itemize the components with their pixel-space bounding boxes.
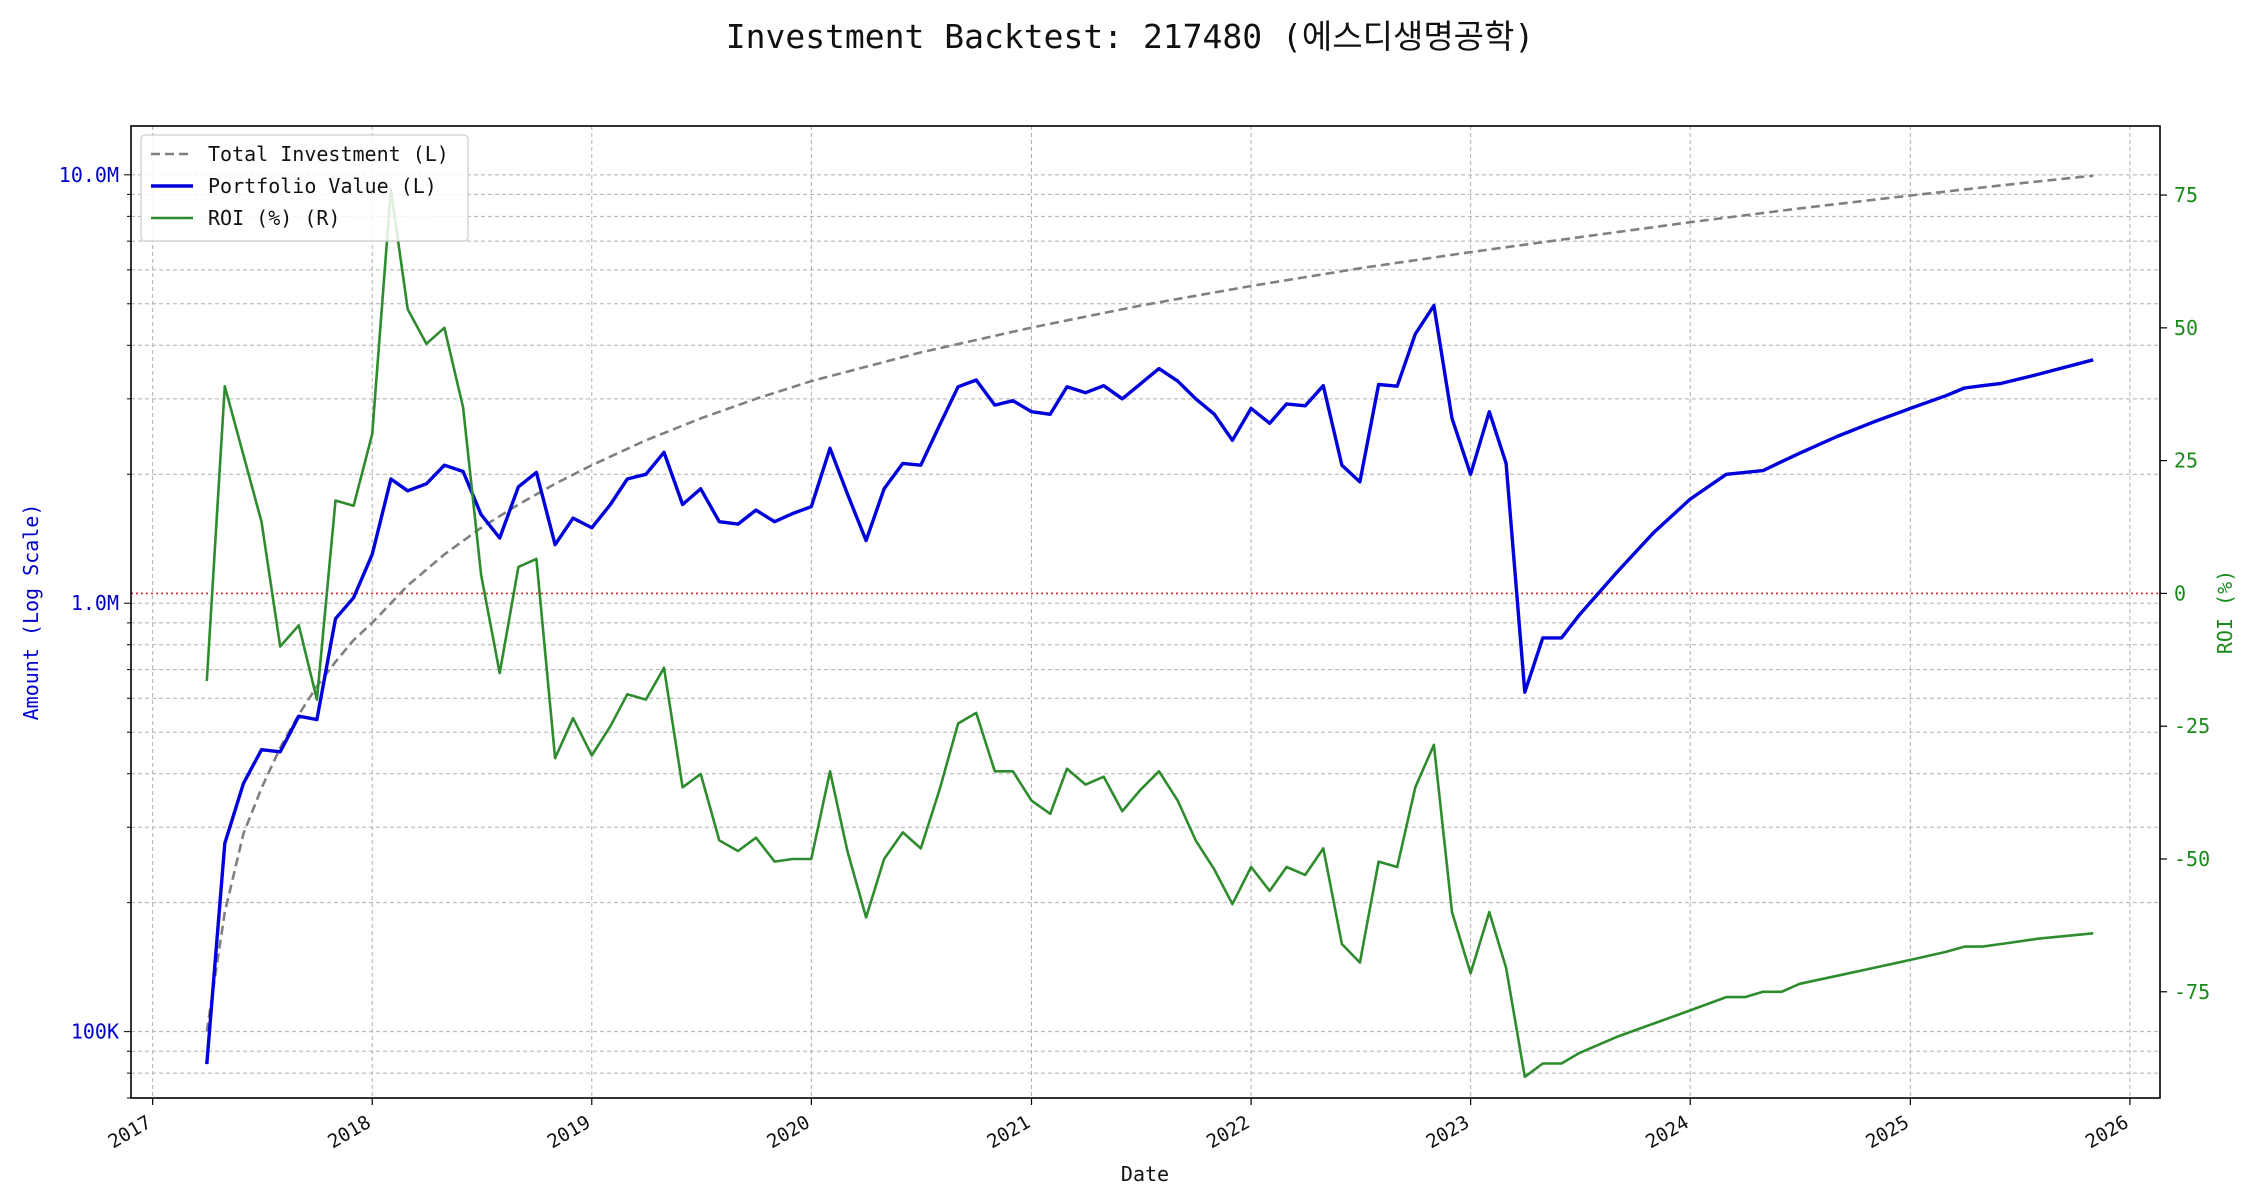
y-right-tick-label: -50 (2174, 847, 2210, 871)
x-axis-label: Date (1121, 1162, 1169, 1186)
left-axis-label: Amount (Log Scale) (19, 504, 43, 721)
legend-label: Portfolio Value (L) (208, 174, 437, 198)
legend-label: Total Investment (L) (208, 142, 449, 166)
portfolio-value-line (205, 303, 2094, 1065)
y-right-tick-label: -25 (2174, 714, 2210, 738)
y-right-tick-label: 0 (2174, 581, 2186, 605)
legend-label: ROI (%) (R) (208, 206, 340, 230)
legend-box (140, 134, 469, 242)
y-left-tick-label: 1.0M (71, 591, 119, 615)
y-right-tick-label: 50 (2174, 316, 2198, 340)
total-investment-line (205, 174, 2094, 1032)
y-right-tick-label: 75 (2174, 183, 2198, 207)
legend: Total Investment (L) Portfolio Value (L) R… (140, 134, 469, 242)
plot-frame (130, 125, 2161, 1099)
plot-layer (131, 174, 2160, 1079)
roi-line (205, 188, 2094, 1079)
y-left-tick-label: 100K (71, 1020, 119, 1044)
right-axis-label: ROI (%) (2213, 570, 2237, 654)
y-left-tick-label: 10.0M (59, 163, 119, 187)
chart-title: Investment Backtest: 217480 (에스디생명공학) (726, 17, 1535, 56)
y-right-tick-label: 25 (2174, 449, 2198, 473)
y-right-tick-label: -75 (2174, 980, 2210, 1004)
